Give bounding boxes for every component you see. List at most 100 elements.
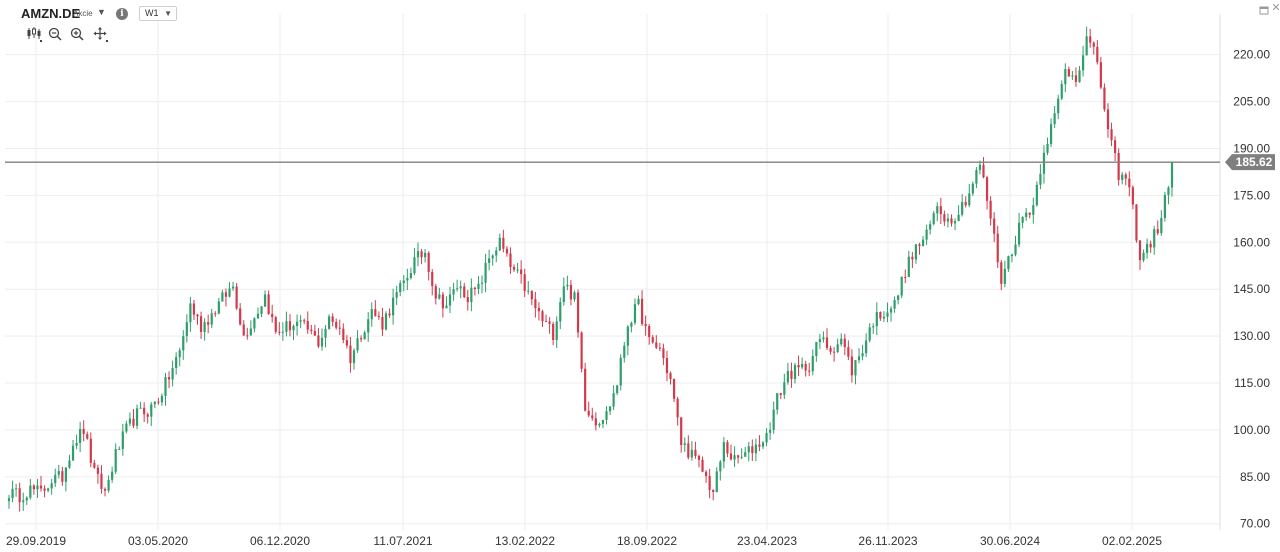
candle-body [189,303,192,323]
candle-body [249,328,252,336]
candle-body [559,302,562,322]
candle-body [82,428,85,435]
candle-body [111,471,114,480]
candle-body [178,350,181,358]
candle-body [911,256,914,260]
candle-body [914,244,918,260]
candle-body [1003,268,1006,284]
candle-body [39,485,43,489]
candle-body [160,395,164,403]
candle-body [221,292,224,302]
candle-body [1046,143,1049,153]
candle-body [7,498,11,502]
candle-body [47,488,50,491]
candle-body [594,418,597,426]
candle-body [324,328,327,338]
candle-body [537,307,541,312]
candle-body [377,315,380,317]
candle-body [544,321,548,323]
candle-body [989,200,992,219]
candle-body [765,432,768,443]
candle-body [779,393,782,395]
candle-body [701,459,704,472]
candle-body [175,357,178,368]
candle-body [548,321,551,324]
pan-move-icon[interactable] [92,26,108,42]
candle-body [1071,75,1074,77]
candle-body [672,378,676,399]
candle-body [861,353,864,357]
candle-body [392,297,395,316]
candle-body [121,431,124,449]
candle-body [516,269,519,271]
candle-body [384,313,388,330]
candle-body [1000,262,1003,284]
candle-body [1138,240,1142,261]
candle-body [1160,217,1163,234]
candle-body [907,256,910,278]
candle-body [466,297,469,303]
candle-body [729,453,733,460]
candle-body [1081,55,1085,71]
candle-body [786,370,789,383]
candle-body [331,316,334,322]
candle-body [1099,62,1102,88]
candle-body [128,418,132,424]
candle-body [231,286,235,289]
candle-body [263,294,267,307]
candle-body [502,237,505,249]
candle-body [68,460,71,468]
candle-body [868,327,871,341]
candle-body [644,324,647,327]
candle-body [676,398,679,418]
candle-body [925,229,928,240]
close-icon[interactable]: ✕ [1271,2,1280,14]
maximize-icon[interactable] [1259,3,1269,15]
candle-body [825,337,829,349]
candle-body [512,267,516,270]
x-tick-label: 02.02.2025 [1102,534,1162,548]
info-icon[interactable]: i [116,8,128,20]
candle-body [815,341,818,356]
candle-body [416,251,420,258]
candle-body [292,325,295,331]
candle-body [207,322,210,325]
x-tick-label: 30.06.2024 [980,534,1040,548]
candle-body [359,338,363,340]
candle-body [171,367,174,380]
candle-body [836,344,839,352]
candle-body [651,337,654,343]
candle-body [1014,244,1017,255]
candle-body [438,294,441,299]
candle-body [1078,70,1081,82]
candlestick-type-icon[interactable] [26,26,42,42]
candle-body [591,415,594,419]
candle-body [61,471,64,482]
candle-body [473,287,477,289]
candle-body [1089,36,1092,43]
candle-body [107,479,110,491]
candle-body [1007,256,1010,269]
interval-select[interactable]: W1 ▼ [139,6,177,21]
candle-body [167,377,171,380]
zoom-in-icon[interactable] [69,26,85,42]
candle-body [327,316,331,329]
candle-body [93,462,96,468]
candle-body [310,329,313,332]
candle-body [822,337,825,340]
x-tick-label: 13.02.2022 [495,534,555,548]
candle-body [488,258,491,263]
candle-body [882,316,886,319]
candle-body [431,271,434,287]
chevron-down-icon[interactable]: ▼ [97,7,106,17]
zoom-out-icon[interactable] [47,26,63,42]
symbol-name[interactable]: AMZN.DE [21,6,81,21]
candle-body [1049,124,1053,144]
candle-body [509,253,512,267]
candle-body [1060,84,1063,99]
candle-body [993,218,996,234]
x-tick-label: 06.12.2020 [250,534,310,548]
candle-body [744,452,747,457]
candle-body [847,347,850,357]
